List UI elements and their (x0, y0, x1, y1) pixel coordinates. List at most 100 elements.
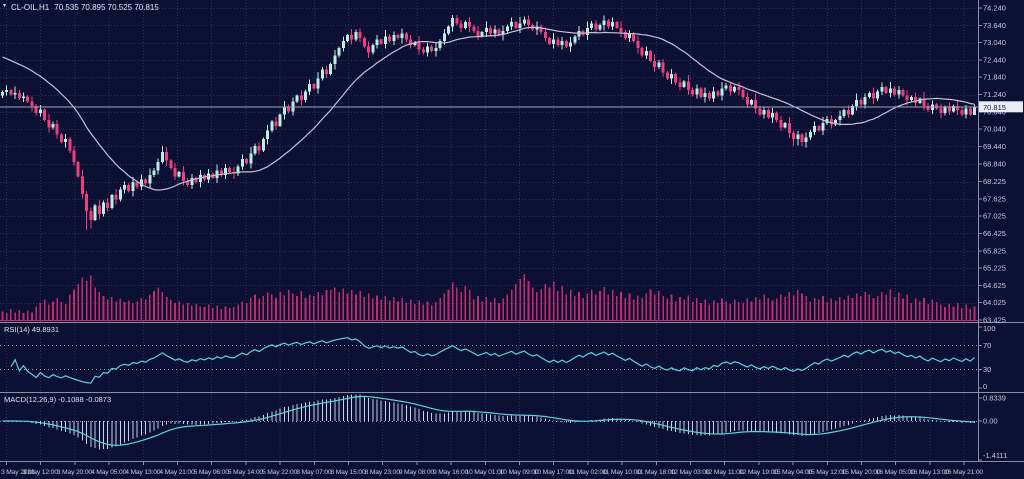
candle-body-bear (17, 92, 21, 99)
candle-body-bear (89, 211, 93, 220)
time-axis-label: 8 May 23:00 (365, 469, 401, 476)
candle-body-bear (325, 69, 328, 75)
candle-body-bear (606, 20, 610, 27)
time-axis-label: 4 May 13:00 (125, 469, 161, 476)
current-price-tag-box (979, 101, 1023, 113)
candle-body-bear (421, 49, 425, 53)
time-axis[interactable]: 3 May 20233 May 12:003 May 20:004 May 05… (1, 462, 984, 476)
price-axis-label: 68.840 (983, 159, 1006, 168)
candle-body-bull (712, 91, 716, 99)
candle-body-bull (51, 123, 55, 128)
candle-body-bull (585, 27, 589, 36)
candle-body-bull (261, 138, 265, 151)
candle-body-bear (417, 42, 421, 50)
candle-body-bear (472, 26, 476, 31)
candle-body-bull (695, 88, 699, 95)
candle-body-bear (829, 118, 833, 125)
candle-body-bull (657, 62, 661, 67)
price-axis-label: 69.440 (983, 142, 1006, 151)
candle-body-bear (846, 110, 850, 115)
candle-body-bull (569, 42, 573, 47)
rsi-layer (0, 337, 978, 384)
candle-body-bear (34, 105, 38, 114)
time-axis-label: 16 May 21:00 (944, 469, 983, 476)
candle-body-bull (249, 153, 253, 164)
candle-body-bear (699, 88, 703, 98)
rsi-axis[interactable]: 100 70 30 0 (978, 324, 996, 391)
candle-body-bear (274, 121, 278, 126)
price-axis-area[interactable] (978, 0, 1024, 461)
candle-body-bear (379, 39, 383, 44)
candle-body-bear (623, 32, 627, 39)
main-chart-area[interactable] (0, 0, 978, 322)
candle-body-bull (442, 33, 446, 41)
time-axis-label: 15 May 20:00 (842, 469, 881, 476)
candle-body-bear (43, 109, 47, 121)
candle-body-bear (489, 27, 493, 34)
candle-body-bull (400, 33, 404, 39)
candle-body-bull (522, 19, 526, 24)
time-axis-label: 3 May 2023 (1, 469, 35, 476)
candle-body-bull (897, 89, 901, 95)
candle-body-bear (97, 205, 101, 214)
candle-body-bear (947, 107, 951, 112)
candle-body-bear (893, 88, 897, 95)
price-axis[interactable]: 74.24073.64073.04072.44071.84071.24070.6… (978, 4, 1006, 325)
candle-body-bear (59, 134, 63, 142)
candle-body-bull (375, 39, 379, 46)
candle-body-bear (144, 179, 148, 184)
candle-body-bull (973, 106, 976, 115)
candle-body-bear (960, 110, 964, 115)
candle-body-bull (888, 88, 892, 93)
candle-body-bull (110, 195, 114, 209)
candle-body-bear (194, 177, 198, 183)
candle-body-bull (101, 202, 105, 214)
candle-body-bull (505, 26, 509, 31)
candle-body-bull (602, 20, 606, 26)
symbol-dropdown-icon[interactable]: ▾ (3, 3, 7, 9)
candle-body-bull (480, 32, 484, 37)
candle-body-bear (686, 81, 690, 90)
symbol-timeframe-label: CL-OIL,H1 (11, 3, 50, 12)
macd-axis[interactable]: 0.8339 0.00 -1.4111 (978, 393, 1008, 461)
candle-body-bull (876, 91, 880, 99)
candle-body-bear (691, 89, 695, 95)
candle-body-bear (362, 38, 366, 47)
candle-body-bear (367, 46, 371, 53)
candle-body-bull (863, 97, 867, 105)
candle-body-bull (447, 26, 451, 34)
time-axis-label: 5 May 06:00 (194, 469, 230, 476)
rsi-panel-area[interactable] (0, 323, 978, 392)
candle-body-bear (800, 134, 804, 142)
macd-panel-area[interactable] (0, 393, 978, 461)
candle-body-bull (93, 205, 97, 220)
candle-body-bull (510, 22, 514, 27)
price-axis-label: 73.040 (983, 38, 1006, 47)
candle-body-bear (55, 123, 59, 135)
moving-average-line (2, 26, 975, 191)
candle-body-bear (678, 82, 682, 88)
candle-body-bull (733, 87, 737, 92)
candle-body-bear (884, 87, 888, 93)
candle-body-bear (653, 61, 657, 67)
candle-body-bear (956, 105, 960, 111)
candle-body-bull (918, 98, 922, 103)
candle-body-bull (118, 189, 122, 200)
candle-body-bull (139, 179, 143, 187)
candle-body-bull (413, 42, 417, 46)
time-axis-area[interactable] (0, 462, 1024, 479)
price-axis-label: 71.240 (983, 90, 1006, 99)
candle-body-bull (308, 84, 312, 92)
time-axis-label: 16 May 05:00 (876, 469, 915, 476)
candle-body-bull (5, 89, 9, 93)
time-axis-label: 3 May 20:00 (57, 469, 93, 476)
macd-axis-label: -1.4111 (983, 451, 1007, 460)
candle-body-bull (392, 35, 396, 41)
candle-body-bull (266, 130, 270, 139)
candle-body-bull (451, 17, 455, 27)
candle-body-bull (224, 167, 228, 176)
time-axis-label: 12 May 11:00 (705, 469, 744, 476)
candle-body-bear (556, 39, 560, 46)
time-axis-label: 8 May 15:00 (330, 469, 366, 476)
